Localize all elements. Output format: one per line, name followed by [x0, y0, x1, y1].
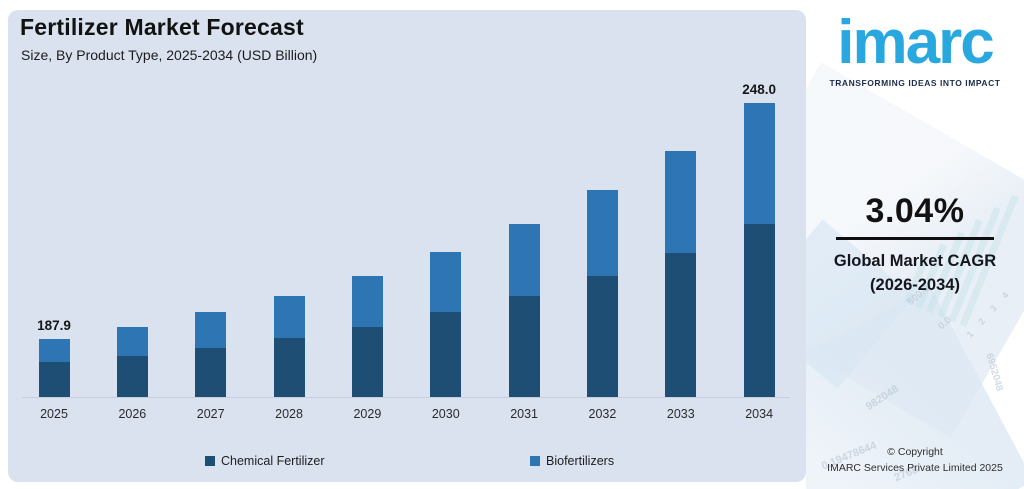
copyright-line1: © Copyright — [887, 446, 943, 458]
bar-2030 — [430, 252, 462, 397]
bar-segment-biofertilizers-2034 — [743, 103, 775, 224]
bar-segment-biofertilizers-2030 — [430, 252, 462, 312]
bar-value-label-2034: 248.0 — [742, 82, 777, 97]
x-axis-label-2026: 2026 — [118, 407, 147, 421]
bar-2031 — [508, 224, 540, 397]
copyright: © Copyright IMARC Services Private Limit… — [806, 444, 1024, 477]
x-axis-label-2031: 2031 — [510, 407, 538, 421]
legend-label-biofertilizers: Biofertilizers — [546, 454, 615, 468]
bar-segment-chemical-2025 — [38, 362, 70, 397]
bar-2027 — [195, 312, 227, 397]
legend-swatch-chemical-icon — [205, 456, 215, 466]
bar-segment-biofertilizers-2033 — [665, 151, 697, 253]
bar-value-label-2025: 187.9 — [37, 318, 71, 333]
x-axis-label-2032: 2032 — [588, 407, 617, 421]
brand-panel: 500.0 0.0 1 2 3 4 982048 0.19478644 2768… — [806, 0, 1024, 489]
legend-swatch-biofertilizers-icon — [530, 456, 540, 466]
legend-item-biofertilizers: Biofertilizers — [530, 454, 614, 468]
bar-2025 — [38, 339, 70, 397]
watermark-text: 0.0 — [936, 314, 954, 333]
plot-area: 2025 2026 2027 2028 2029 2030 2031 2032 2033 2034… — [8, 10, 806, 482]
imarc-logo: imarc TRANSFORMING IDEAS INTO IMPACT — [806, 0, 1024, 89]
bar-2032 — [586, 190, 618, 397]
x-axis-label-2034: 2034 — [745, 407, 774, 421]
bar-segment-chemical-2033 — [665, 253, 697, 397]
bar-segment-chemical-2027 — [195, 348, 227, 397]
bar-segment-chemical-2028 — [273, 338, 305, 397]
x-axis-label-2030: 2030 — [431, 407, 460, 421]
x-axis-line — [22, 397, 790, 398]
imarc-tagline: TRANSFORMING IDEAS INTO IMPACT — [829, 78, 1001, 88]
bar-segment-chemical-2026 — [116, 356, 148, 397]
x-axis-label-2033: 2033 — [666, 407, 695, 421]
legend-label-chemical: Chemical Fertilizer — [221, 454, 325, 468]
bar-segment-biofertilizers-2025 — [38, 339, 70, 362]
chart-subtitle: Size, By Product Type, 2025-2034 (USD Bi… — [21, 47, 318, 63]
bar-segment-biofertilizers-2029 — [351, 276, 383, 327]
legend-item-chemical-fertilizer: Chemical Fertilizer — [205, 454, 325, 468]
watermark-text: 6952048 — [983, 352, 1005, 393]
bar-2034 — [743, 103, 775, 397]
bar-segment-chemical-2031 — [508, 296, 540, 397]
bar-segment-biofertilizers-2028 — [273, 296, 305, 338]
cagr-block: 3.04% Global Market CAGR (2026-2034) — [806, 192, 1024, 298]
watermark-text: 982048 — [863, 382, 902, 414]
bar-segment-biofertilizers-2026 — [116, 327, 148, 356]
cagr-label-line1: Global Market CAGR — [833, 252, 997, 270]
x-axis-label-2029: 2029 — [353, 407, 382, 421]
bar-segment-chemical-2032 — [586, 276, 618, 397]
bar-2033 — [665, 151, 697, 397]
bar-segment-biofertilizers-2027 — [195, 312, 227, 348]
imarc-logo-text: imarc — [837, 8, 994, 77]
x-axis-label-2027: 2027 — [196, 407, 225, 421]
bar-segment-biofertilizers-2031 — [508, 224, 540, 296]
x-axis-label-2025: 2025 — [40, 407, 68, 421]
bar-2028 — [273, 296, 305, 397]
cagr-divider — [836, 237, 994, 240]
bar-segment-chemical-2030 — [430, 312, 462, 397]
bar-segment-chemical-2034 — [743, 224, 775, 397]
bar-2029 — [351, 276, 383, 397]
chart-card: Fertilizer Market Forecast Size, By Prod… — [8, 10, 806, 482]
bar-segment-chemical-2029 — [351, 327, 383, 397]
copyright-line2: IMARC Services Private Limited 2025 — [827, 462, 1003, 475]
bar-2026 — [116, 327, 148, 397]
chart-title: Fertilizer Market Forecast — [20, 14, 304, 40]
cagr-label-line2: (2026-2034) — [870, 275, 960, 294]
x-axis-label-2028: 2028 — [275, 407, 303, 421]
bar-segment-biofertilizers-2032 — [586, 190, 618, 276]
cagr-value: 3.04% — [865, 192, 965, 230]
